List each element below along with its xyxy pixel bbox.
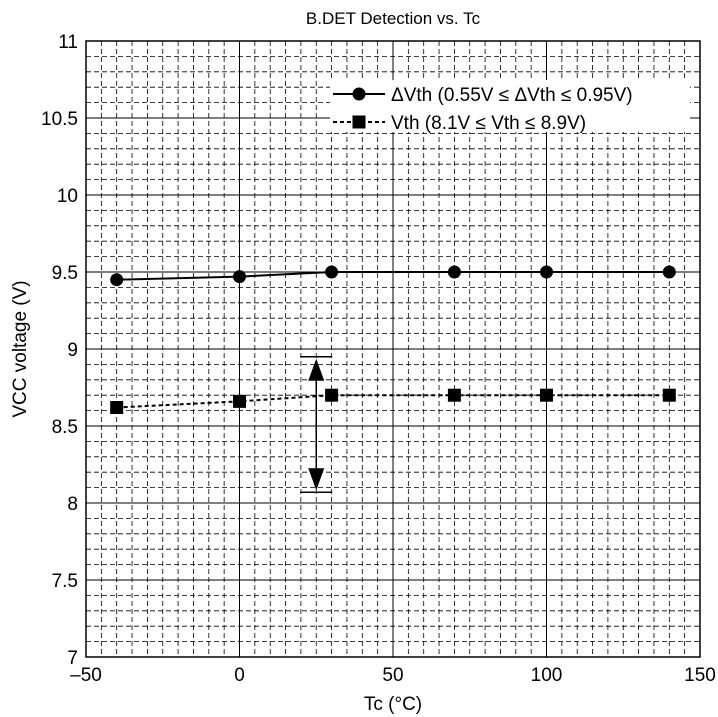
data-point xyxy=(233,270,246,284)
data-point xyxy=(233,394,246,408)
data-point xyxy=(110,401,124,415)
x-tick-label: 150 xyxy=(684,665,716,686)
series-2 xyxy=(110,388,676,415)
data-point xyxy=(325,388,339,402)
legend-background xyxy=(330,80,690,132)
x-tick-label: 50 xyxy=(382,665,403,686)
series-layer xyxy=(110,265,676,415)
data-point xyxy=(540,388,553,402)
annotation-layer xyxy=(300,355,333,493)
y-tick-label: 8.5 xyxy=(52,417,78,438)
y-tick-label: 10 xyxy=(57,186,78,207)
series-line xyxy=(116,394,670,409)
legend: ΔVth (0.55V ≤ ΔVth ≤ 0.95V) Vth (8.1V ≤ V… xyxy=(330,80,690,134)
data-point xyxy=(662,265,676,279)
legend-label: ΔVth (0.55V ≤ ΔVth ≤ 0.95V) xyxy=(391,85,633,106)
data-point xyxy=(447,265,461,279)
y-tick-label: 7 xyxy=(67,648,78,669)
x-tick-label: 100 xyxy=(531,665,563,686)
y-axis-label: VCC voltage (V) xyxy=(10,280,31,417)
x-tick-label: –50 xyxy=(70,665,102,686)
y-tick-label: 11 xyxy=(58,32,78,53)
chart-title: B.DET Detection vs. Tc xyxy=(306,9,481,28)
legend-label: Vth (8.1V ≤ Vth ≤ 8.9V) xyxy=(391,113,586,134)
legend-entry-1: ΔVth (0.55V ≤ ΔVth ≤ 0.95V) xyxy=(333,85,633,106)
range-arrow xyxy=(300,355,333,493)
y-tick-label: 10.5 xyxy=(41,109,78,130)
x-tick-label: 0 xyxy=(234,665,245,686)
y-axis-ticks: 7 7.5 8 8.5 9 9.5 10 10.5 11 xyxy=(41,32,78,669)
legend-entry-2: Vth (8.1V ≤ Vth ≤ 8.9V) xyxy=(333,113,586,134)
y-tick-label: 8 xyxy=(67,494,78,515)
x-axis-ticks: –50 0 50 100 150 xyxy=(70,665,716,686)
y-tick-label: 9.5 xyxy=(52,263,78,284)
plot-frame xyxy=(85,40,701,658)
data-point xyxy=(662,388,676,402)
data-point xyxy=(110,273,124,287)
data-point xyxy=(540,265,553,279)
series-1 xyxy=(110,265,676,287)
y-tick-label: 9 xyxy=(67,340,78,361)
series-line xyxy=(116,271,670,281)
data-point xyxy=(325,265,339,279)
legend-marker xyxy=(352,87,366,101)
data-point xyxy=(447,388,461,402)
legend-marker xyxy=(352,115,366,129)
x-axis-label: Tc (°C) xyxy=(364,694,422,715)
arrowhead-up xyxy=(308,358,325,381)
arrowhead-down xyxy=(308,468,325,491)
y-tick-label: 7.5 xyxy=(52,571,78,592)
